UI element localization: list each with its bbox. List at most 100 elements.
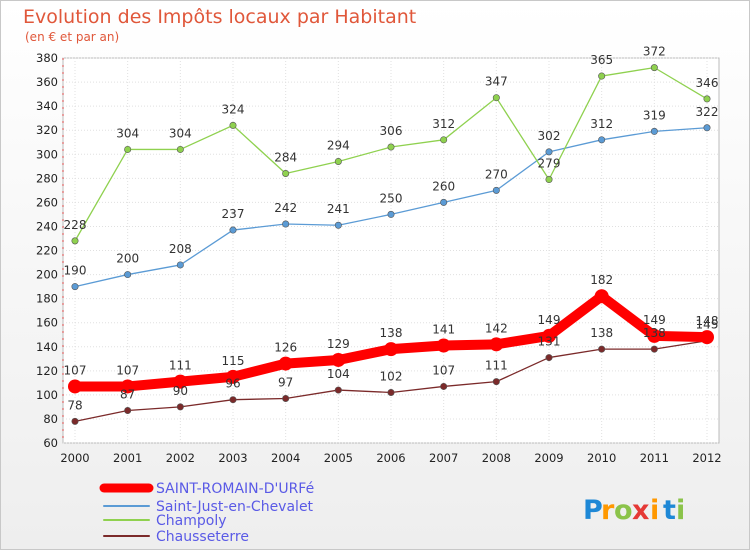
data-point bbox=[650, 345, 658, 353]
x-tick-label: 2005 bbox=[324, 451, 353, 465]
data-point bbox=[71, 417, 79, 425]
x-tick-label: 2007 bbox=[429, 451, 458, 465]
y-tick-label: 160 bbox=[36, 316, 58, 330]
data-label: 104 bbox=[327, 367, 350, 381]
x-tick-label: 2004 bbox=[271, 451, 300, 465]
data-label: 138 bbox=[590, 326, 613, 340]
y-tick-label: 120 bbox=[36, 364, 58, 378]
y-tick-label: 80 bbox=[43, 412, 58, 426]
data-point bbox=[598, 345, 606, 353]
y-tick-label: 300 bbox=[36, 147, 58, 161]
data-point bbox=[647, 328, 662, 343]
data-label: 242 bbox=[274, 201, 297, 215]
x-tick-label: 2001 bbox=[113, 451, 142, 465]
data-label: 312 bbox=[590, 117, 613, 131]
y-tick-label: 260 bbox=[36, 195, 58, 209]
data-point bbox=[545, 148, 553, 156]
data-label: 138 bbox=[380, 326, 403, 340]
data-label: 294 bbox=[327, 138, 350, 152]
data-label: 141 bbox=[432, 323, 455, 337]
data-label: 365 bbox=[590, 53, 613, 67]
data-label: 111 bbox=[485, 359, 508, 373]
data-point bbox=[492, 186, 500, 194]
data-label: 102 bbox=[380, 369, 403, 383]
data-label: 131 bbox=[538, 335, 561, 349]
data-point bbox=[176, 403, 184, 411]
data-label: 302 bbox=[538, 129, 561, 143]
data-point bbox=[440, 136, 448, 144]
x-tick-label: 2010 bbox=[587, 451, 616, 465]
data-point bbox=[120, 379, 135, 394]
y-tick-label: 200 bbox=[36, 268, 58, 282]
x-tick-label: 2012 bbox=[692, 451, 721, 465]
y-tick-label: 340 bbox=[36, 99, 58, 113]
y-tick-label: 360 bbox=[36, 75, 58, 89]
data-label: 319 bbox=[643, 108, 666, 122]
data-point bbox=[387, 388, 395, 396]
data-label: 372 bbox=[643, 45, 666, 59]
data-label: 145 bbox=[696, 318, 719, 332]
data-label: 149 bbox=[643, 313, 666, 327]
y-tick-label: 100 bbox=[36, 388, 58, 402]
logo-letter: t bbox=[663, 495, 676, 526]
data-label: 279 bbox=[538, 157, 561, 171]
data-label: 208 bbox=[169, 242, 192, 256]
logo-letter: o bbox=[614, 495, 633, 526]
logo-letter: i bbox=[650, 495, 659, 526]
data-point bbox=[489, 337, 504, 352]
x-tick-label: 2009 bbox=[534, 451, 563, 465]
data-point bbox=[650, 127, 658, 135]
y-tick-label: 140 bbox=[36, 340, 58, 354]
x-tick-label: 2011 bbox=[640, 451, 669, 465]
data-point bbox=[124, 407, 132, 415]
data-point bbox=[334, 157, 342, 165]
data-point bbox=[176, 145, 184, 153]
y-tick-label: 60 bbox=[43, 436, 58, 450]
data-point bbox=[384, 342, 398, 357]
data-label: 237 bbox=[222, 207, 245, 221]
data-label: 97 bbox=[278, 375, 293, 389]
y-tick-label: 380 bbox=[36, 51, 58, 65]
logo-letter: i bbox=[676, 495, 685, 526]
legend-entry: Chausseterre bbox=[156, 529, 249, 545]
data-label: 129 bbox=[327, 337, 350, 351]
data-point bbox=[71, 237, 79, 245]
data-point bbox=[229, 226, 237, 234]
data-point bbox=[124, 145, 132, 153]
x-tick-label: 2002 bbox=[166, 451, 195, 465]
data-point bbox=[440, 382, 448, 390]
data-label: 241 bbox=[327, 202, 350, 216]
data-label: 346 bbox=[696, 76, 719, 90]
data-point bbox=[229, 121, 237, 129]
y-tick-label: 220 bbox=[36, 244, 58, 258]
data-label: 149 bbox=[538, 313, 561, 327]
data-label: 90 bbox=[173, 384, 188, 398]
data-point bbox=[282, 170, 290, 178]
data-label: 115 bbox=[222, 354, 245, 368]
data-point bbox=[542, 328, 556, 343]
data-label: 96 bbox=[225, 377, 240, 391]
data-point bbox=[545, 354, 553, 362]
data-point bbox=[545, 176, 553, 184]
data-point bbox=[173, 374, 188, 389]
y-tick-label: 280 bbox=[36, 171, 58, 185]
y-tick-label: 320 bbox=[36, 123, 58, 137]
data-label: 347 bbox=[485, 75, 508, 89]
data-point bbox=[387, 143, 395, 151]
data-label: 190 bbox=[64, 264, 87, 278]
data-point bbox=[124, 271, 132, 279]
data-label: 182 bbox=[590, 273, 613, 287]
data-point bbox=[71, 283, 79, 291]
data-point bbox=[436, 338, 451, 353]
data-label: 87 bbox=[120, 388, 135, 402]
data-point bbox=[229, 396, 237, 404]
data-label: 107 bbox=[64, 363, 87, 377]
y-tick-label: 180 bbox=[36, 292, 58, 306]
data-label: 306 bbox=[380, 124, 403, 138]
data-label: 148 bbox=[696, 314, 719, 328]
data-point bbox=[492, 378, 500, 386]
data-label: 138 bbox=[643, 326, 666, 340]
data-label: 126 bbox=[274, 341, 297, 355]
